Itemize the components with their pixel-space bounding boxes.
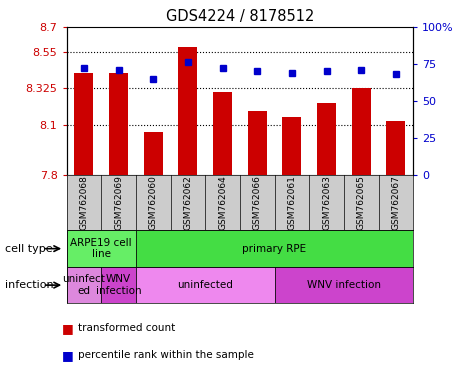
Bar — [66, 230, 136, 267]
Bar — [74, 73, 94, 175]
Title: GDS4224 / 8178512: GDS4224 / 8178512 — [166, 9, 314, 24]
Bar — [101, 267, 136, 303]
Bar — [143, 132, 163, 175]
Bar — [275, 267, 413, 303]
Bar — [136, 267, 275, 303]
Bar — [136, 230, 413, 267]
Text: GSM762065: GSM762065 — [357, 175, 366, 230]
Text: ■: ■ — [62, 322, 74, 335]
Text: GSM762060: GSM762060 — [149, 175, 158, 230]
Bar — [386, 121, 406, 175]
Text: GSM762067: GSM762067 — [391, 175, 400, 230]
Text: GSM762064: GSM762064 — [218, 175, 227, 230]
Bar — [66, 267, 101, 303]
Text: GSM762066: GSM762066 — [253, 175, 262, 230]
Text: GSM762062: GSM762062 — [183, 175, 192, 230]
Text: GSM762069: GSM762069 — [114, 175, 123, 230]
Text: WNV infection: WNV infection — [307, 280, 381, 290]
Text: cell type: cell type — [5, 243, 52, 254]
Text: GSM762061: GSM762061 — [287, 175, 296, 230]
Text: infection: infection — [5, 280, 53, 290]
Text: percentile rank within the sample: percentile rank within the sample — [78, 350, 254, 360]
Bar — [109, 73, 128, 175]
Bar — [282, 117, 302, 175]
Text: uninfected: uninfected — [177, 280, 233, 290]
Text: ■: ■ — [62, 349, 74, 362]
Bar — [352, 88, 371, 175]
Text: transformed count: transformed count — [78, 323, 176, 333]
Text: GSM762068: GSM762068 — [79, 175, 88, 230]
Text: ARPE19 cell
line: ARPE19 cell line — [70, 238, 132, 260]
Bar — [213, 92, 232, 175]
Text: uninfect
ed: uninfect ed — [62, 274, 105, 296]
Bar — [317, 103, 336, 175]
Bar — [247, 111, 267, 175]
Text: primary RPE: primary RPE — [243, 243, 307, 254]
Text: GSM762063: GSM762063 — [322, 175, 331, 230]
Text: WNV
infection: WNV infection — [95, 274, 142, 296]
Bar — [178, 46, 198, 175]
